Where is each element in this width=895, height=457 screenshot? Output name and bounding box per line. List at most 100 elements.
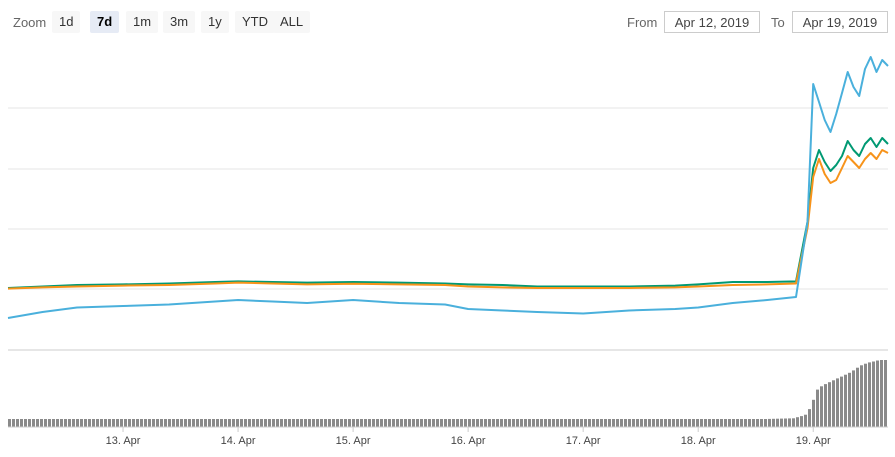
navigator-bar <box>68 419 71 427</box>
navigator-bar <box>732 419 735 427</box>
navigator-bar <box>812 399 815 427</box>
navigator-bar <box>52 419 55 427</box>
navigator-bar <box>564 419 567 427</box>
navigator-bar <box>664 419 667 427</box>
navigator-bar <box>56 419 59 427</box>
navigator-bar <box>704 419 707 427</box>
navigator-bar <box>344 419 347 427</box>
navigator-bar <box>40 419 43 427</box>
navigator-bar <box>324 419 327 427</box>
navigator-bar <box>836 378 839 427</box>
navigator-bar <box>20 419 23 427</box>
navigator-bar <box>816 389 819 427</box>
zoom-button-all[interactable]: ALL <box>273 11 311 33</box>
navigator-bar <box>504 419 507 427</box>
zoom-button-1d[interactable]: 1d <box>52 11 81 33</box>
to-label: To <box>771 15 785 30</box>
navigator-bar <box>428 419 431 427</box>
series-line-0 <box>7 137 889 289</box>
navigator-bar <box>636 419 639 427</box>
navigator-bar <box>792 418 795 427</box>
navigator-bar <box>400 419 403 427</box>
navigator-bar <box>524 419 527 427</box>
navigator-bar <box>180 419 183 427</box>
navigator-bar <box>772 418 775 427</box>
navigator-bar <box>92 419 95 427</box>
zoom-button-ytd[interactable]: YTD <box>235 11 275 33</box>
navigator-bar <box>276 419 279 427</box>
series-line-1 <box>7 149 889 290</box>
navigator-bar <box>464 419 467 427</box>
navigator-bar <box>256 419 259 427</box>
navigator-bar <box>196 419 199 427</box>
series-layer <box>7 56 889 319</box>
navigator-bar <box>484 419 487 427</box>
navigator-bar <box>380 419 383 427</box>
navigator-bar <box>128 419 131 427</box>
navigator-bar <box>60 419 63 427</box>
navigator-bar <box>80 419 83 427</box>
zoom-button-3m[interactable]: 3m <box>163 11 196 33</box>
navigator-bar <box>420 419 423 427</box>
navigator-bar <box>148 419 151 427</box>
navigator-bar <box>508 419 511 427</box>
navigator-bar <box>392 419 395 427</box>
x-tick-label: 18. Apr <box>681 435 716 447</box>
navigator-bar <box>628 419 631 427</box>
navigator-bar <box>172 419 175 427</box>
from-date-input[interactable]: Apr 12, 2019 <box>664 11 760 33</box>
to-date-input[interactable]: Apr 19, 2019 <box>792 11 888 33</box>
navigator-bar <box>696 419 699 427</box>
navigator-bar <box>108 419 111 427</box>
navigator-bar <box>160 419 163 427</box>
navigator-bar <box>756 419 759 427</box>
zoom-button-1m[interactable]: 1m <box>126 11 159 33</box>
navigator-bar <box>440 419 443 427</box>
navigator-bar <box>168 419 171 427</box>
zoom-button-7d[interactable]: 7d <box>90 11 120 33</box>
navigator-bar <box>448 419 451 427</box>
gridlines <box>8 107 888 290</box>
navigator-bar <box>496 419 499 427</box>
range-selector: Zoom 1d 7d 1m 3m 1y YTD ALL From Apr 12,… <box>0 0 895 46</box>
navigator-bar <box>872 361 875 427</box>
x-tick-label: 13. Apr <box>106 435 141 447</box>
navigator-bar <box>676 419 679 427</box>
zoom-label: Zoom <box>13 15 47 30</box>
navigator-bar <box>468 419 471 427</box>
navigator-bar <box>880 360 883 427</box>
navigator-bar <box>476 419 479 427</box>
navigator-bar <box>228 419 231 427</box>
navigator-bar <box>96 419 99 427</box>
navigator-bar <box>416 419 419 427</box>
navigator-bar <box>240 419 243 427</box>
navigator-bar <box>776 418 779 427</box>
navigator-bar <box>164 419 167 427</box>
navigator-bar <box>16 419 19 427</box>
navigator-bar <box>264 419 267 427</box>
navigator-bar <box>312 419 315 427</box>
navigator-bar <box>532 419 535 427</box>
navigator-bar <box>376 419 379 427</box>
navigator-bar <box>640 419 643 427</box>
navigator-bar <box>780 418 783 427</box>
navigator-bar <box>296 419 299 427</box>
zoom-button-1y[interactable]: 1y <box>201 11 229 33</box>
navigator-bar <box>580 419 583 427</box>
x-tick-label: 15. Apr <box>336 435 371 447</box>
navigator-bar <box>132 419 135 427</box>
navigator-bar <box>124 419 127 427</box>
navigator-bar <box>544 419 547 427</box>
navigator-bar <box>832 380 835 427</box>
navigator-bar <box>224 419 227 427</box>
navigator-bar <box>768 418 771 427</box>
navigator-bar <box>372 419 375 427</box>
navigator-bar <box>120 419 123 427</box>
navigator-bar <box>824 384 827 427</box>
navigator-bar <box>688 419 691 427</box>
navigator-bar <box>112 419 115 427</box>
navigator-bar <box>840 376 843 427</box>
navigator-bar <box>216 419 219 427</box>
navigator-bar <box>76 419 79 427</box>
navigator-bar <box>604 419 607 427</box>
